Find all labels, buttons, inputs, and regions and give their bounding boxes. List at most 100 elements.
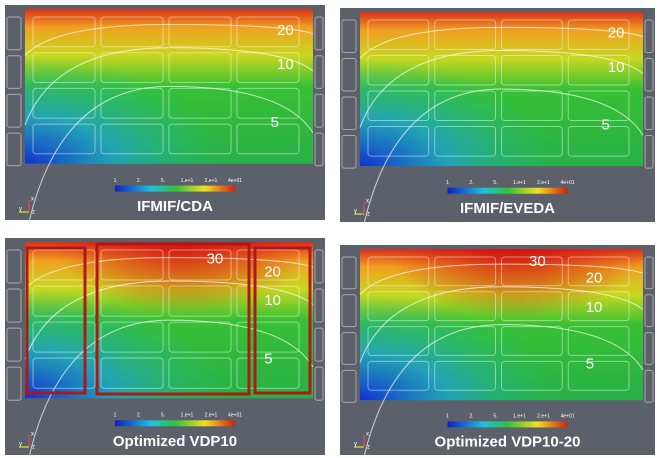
- colorbar-tick-label: 1: [114, 178, 117, 184]
- frame: [6, 366, 22, 401]
- module-outline: [501, 360, 563, 391]
- frame: [314, 16, 324, 51]
- panel-title: IFMIF/EVEDA: [460, 200, 555, 217]
- frame: [341, 96, 357, 131]
- module-outline: [501, 126, 563, 157]
- module-outline: [434, 291, 496, 322]
- panel: 20 10 5 1 2. 5. 1.e+1 2.e+1 4e+01 IFMIF/CDA x y z: [5, 5, 325, 242]
- frame: [644, 58, 654, 92]
- module-outline: [100, 249, 164, 281]
- frame: [6, 55, 22, 89]
- panel: 30 20 10 5 1 2. 5. 1.e+1 2.e+1 4e+01 Optimized VDP…: [5, 238, 325, 458]
- frame: [644, 19, 654, 54]
- module-outline: [100, 16, 164, 48]
- axis-label: y: [19, 207, 22, 213]
- axis-label: y: [354, 209, 357, 215]
- contour-line: [359, 26, 644, 59]
- module-outline: [32, 16, 96, 48]
- module-outline: [567, 360, 630, 391]
- colorbar-tick-label: 4e+01: [228, 178, 242, 184]
- contour-label: 5: [601, 117, 609, 134]
- colorbar-tick-label: 2.e+1: [537, 180, 550, 186]
- module-outline: [32, 87, 96, 119]
- contour-line: [24, 257, 314, 290]
- colorbar-tick-label: 4e+01: [560, 414, 574, 420]
- module-outline: [567, 326, 630, 356]
- module-outline: [168, 16, 232, 48]
- module-outline: [236, 321, 300, 353]
- frame: [644, 256, 654, 290]
- colorbar-tick-label: 1: [114, 413, 117, 419]
- colorbar-tick-label: 1: [446, 414, 449, 420]
- frame: [6, 288, 22, 323]
- module-outline: [434, 55, 496, 86]
- axis-label: z: [367, 212, 370, 218]
- colorbar-tick-label: 2.e+1: [205, 178, 218, 184]
- module-outline: [168, 123, 232, 155]
- module-outline: [567, 256, 630, 287]
- axis-label: x: [31, 197, 34, 203]
- module-outline: [434, 256, 496, 287]
- module-outline: [100, 285, 164, 317]
- panel: 30 20 10 5 1 2. 5. 1.e+1 2.e+1 4e+01 Optimized VDP…: [340, 245, 655, 458]
- module-outline: [434, 126, 496, 157]
- module-outline: [434, 326, 496, 356]
- module-outline: [32, 52, 96, 83]
- colorbar: [447, 421, 568, 428]
- module-outline: [32, 249, 96, 281]
- module-outline: [236, 52, 300, 83]
- module-outline: [367, 19, 430, 51]
- axis-label: x: [366, 199, 369, 205]
- frame: [341, 256, 357, 290]
- module-outline: [168, 357, 232, 389]
- frame: [6, 249, 22, 284]
- contour-label: 10: [586, 299, 603, 316]
- panel: 20 10 5 1 2. 5. 1.e+1 2.e+1 4e+01 IFMIF/EVEDA x y z: [340, 8, 655, 244]
- frame: [6, 16, 22, 51]
- contour-label: 10: [264, 292, 281, 309]
- frame: [314, 366, 324, 401]
- module-outline: [501, 55, 563, 86]
- frame: [644, 332, 654, 365]
- module-outline: [501, 256, 563, 287]
- colorbar-tick-label: 5.: [161, 178, 165, 184]
- module-outline: [367, 90, 430, 122]
- colorbar-tick-label: 1: [446, 180, 449, 186]
- frame: [314, 132, 324, 167]
- frame: [341, 135, 357, 169]
- module-outline: [32, 357, 96, 389]
- highlight-box: [95, 242, 251, 396]
- contour-label: 5: [586, 356, 594, 373]
- module-outline: [236, 16, 300, 48]
- contour-label: 10: [608, 59, 625, 76]
- axis-label: z: [367, 445, 370, 451]
- frame: [341, 294, 357, 328]
- contour-label: 20: [277, 22, 294, 39]
- contour-line: [28, 319, 314, 458]
- contour-line: [359, 286, 644, 363]
- colorbar-tick-label: 5.: [493, 414, 497, 420]
- panel-title: Optimized VDP10: [113, 433, 237, 450]
- module-outline: [367, 360, 430, 391]
- contour-line: [359, 50, 644, 128]
- module-outline: [501, 90, 563, 122]
- module-outline: [32, 321, 96, 353]
- colorbar-tick-label: 2.: [137, 178, 141, 184]
- frame: [314, 55, 324, 89]
- contour-line: [359, 263, 644, 295]
- contour-line: [24, 23, 314, 56]
- colorbar-tick-label: 2.e+1: [537, 414, 550, 420]
- module-outline: [100, 357, 164, 389]
- frame: [341, 332, 357, 365]
- module-outline: [168, 249, 232, 281]
- frame: [644, 369, 654, 403]
- contour-label: 10: [277, 56, 294, 73]
- frame: [314, 288, 324, 323]
- highlight-box: [25, 246, 87, 395]
- colorbar-tick-label: 4e+01: [560, 180, 574, 186]
- module-outline: [236, 249, 300, 281]
- module-outline: [434, 360, 496, 391]
- module-outline: [236, 285, 300, 317]
- frame: [6, 327, 22, 362]
- module-outline: [100, 52, 164, 83]
